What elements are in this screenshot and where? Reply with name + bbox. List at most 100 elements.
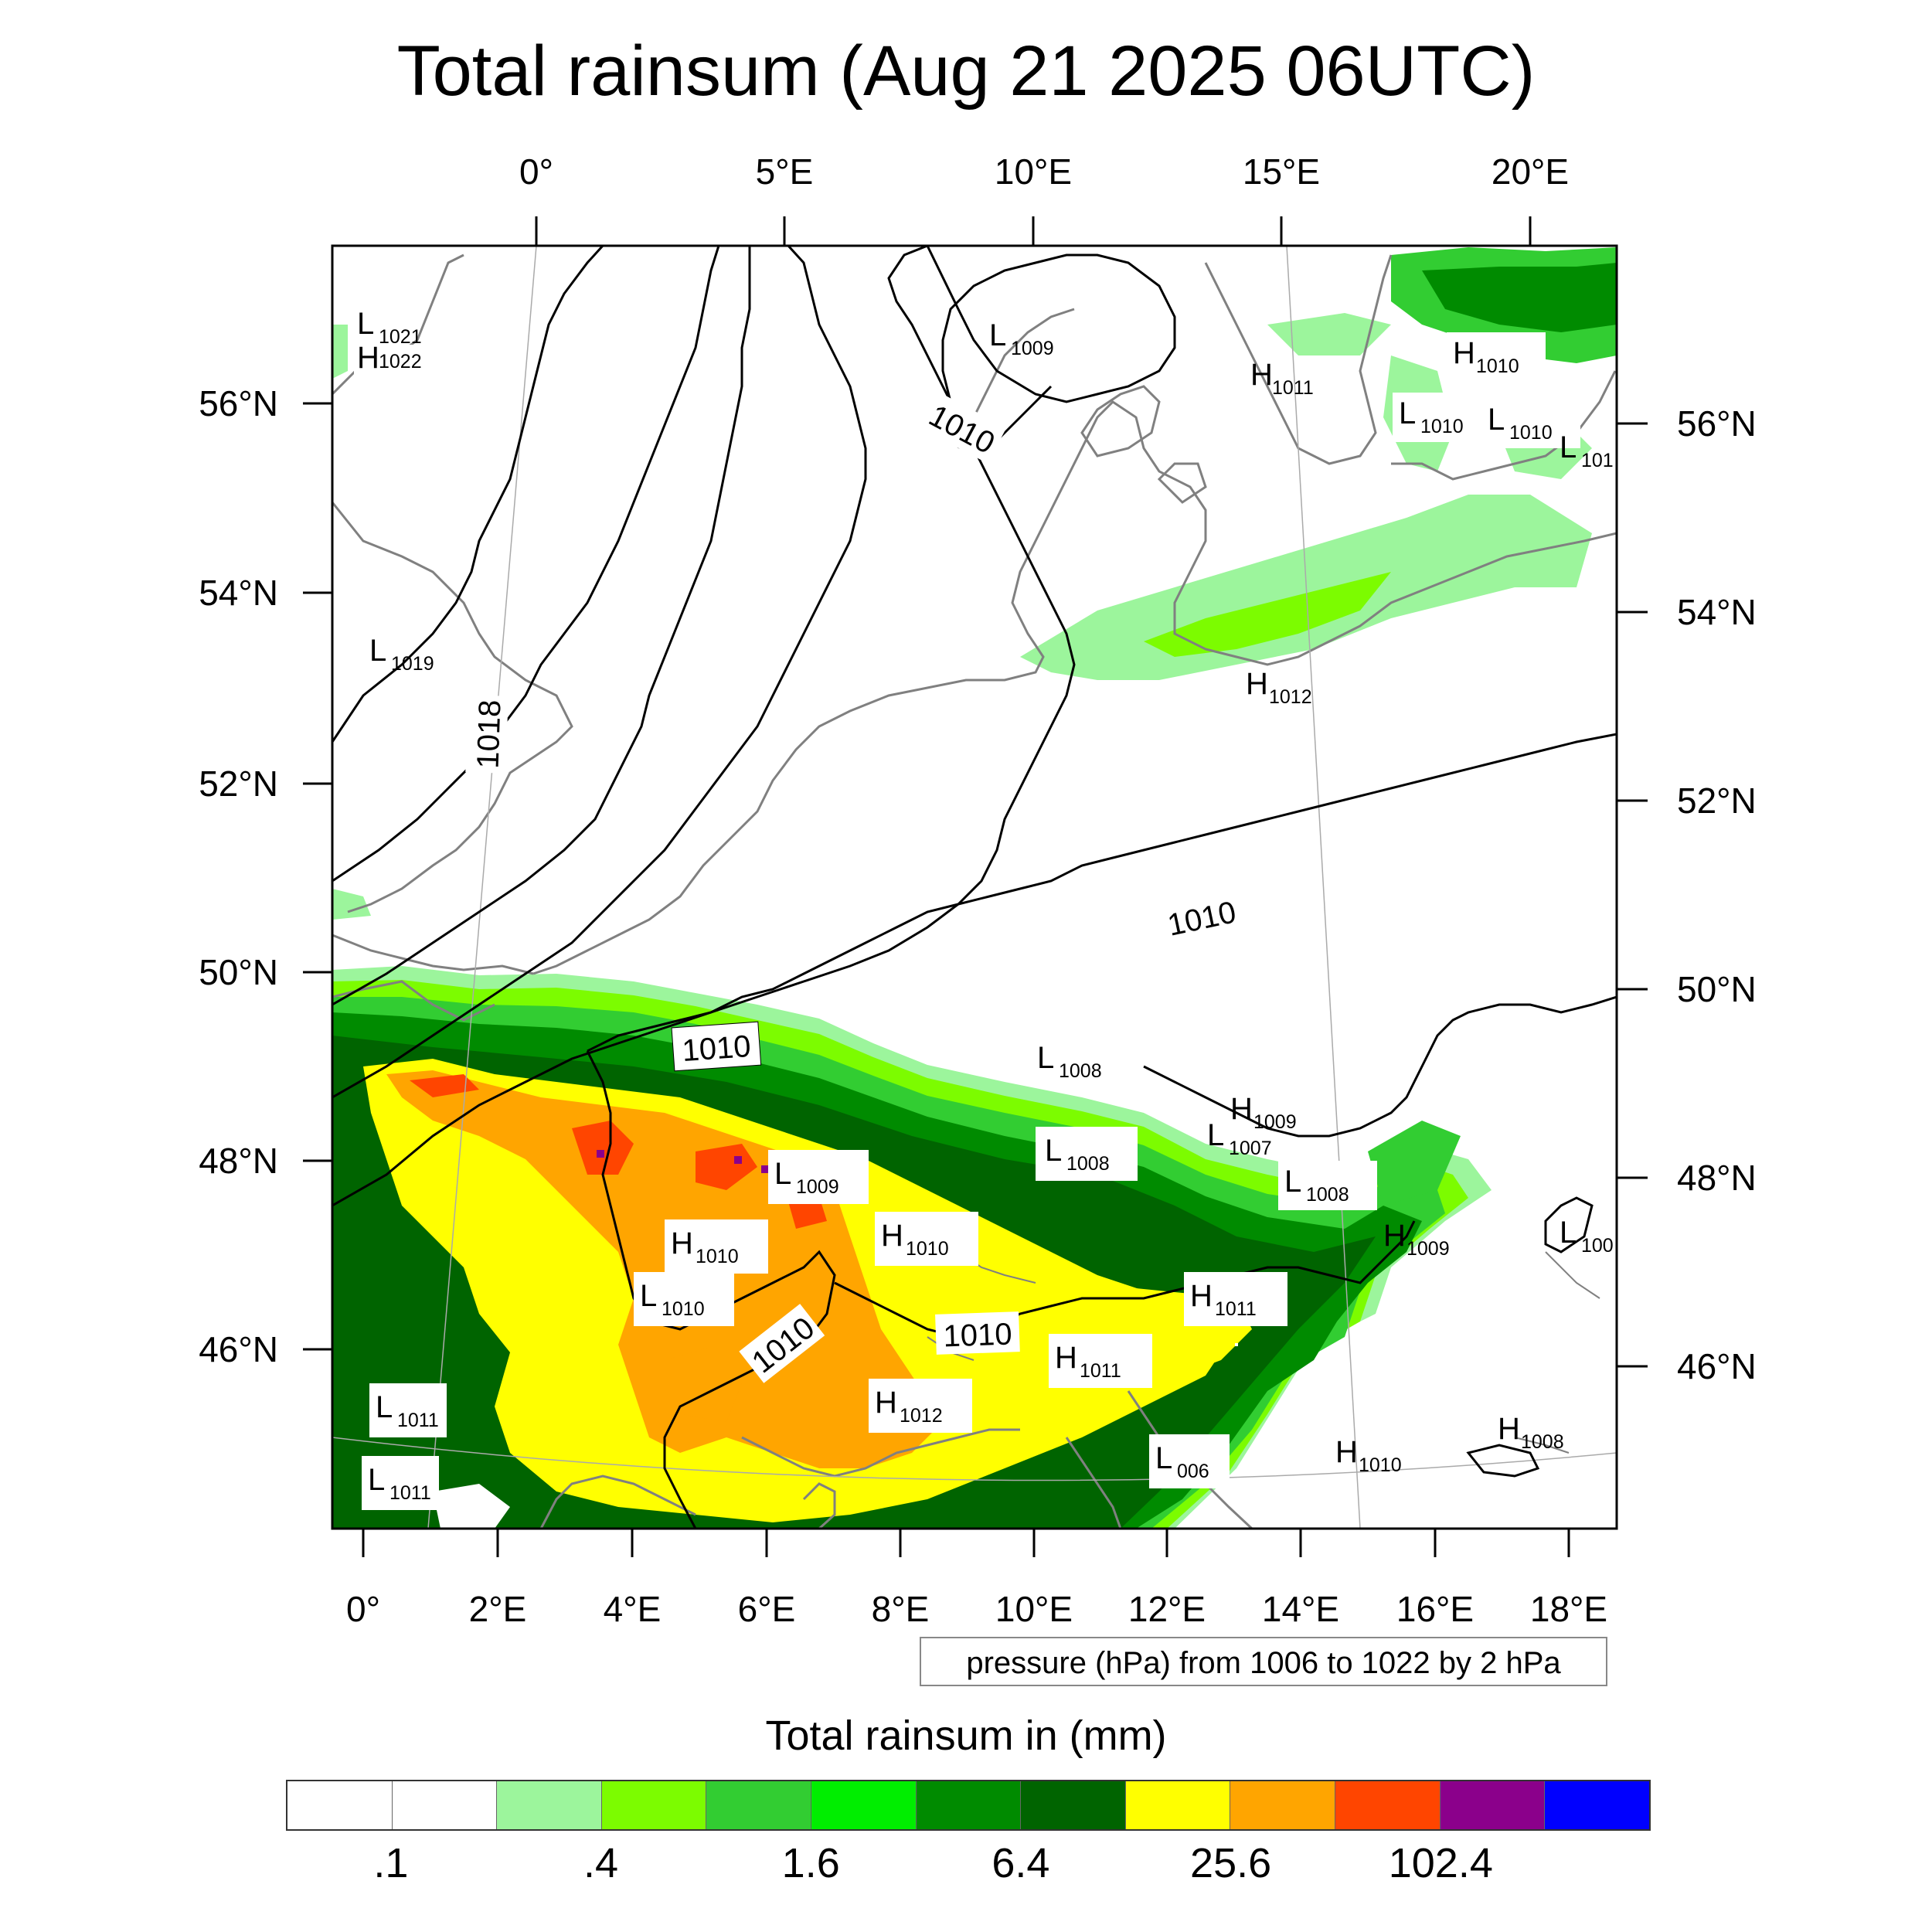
pressure-center: H 1008	[1498, 1412, 1564, 1453]
right-lat-label: 52°N	[1677, 781, 1757, 821]
pressure-center: L 1010	[634, 1272, 734, 1326]
rain-west-light	[332, 325, 348, 379]
bottom-axis-labels: 0° 2°E 4°E 6°E 8°E 10°E 12°E 14°E 16°E 1…	[346, 1589, 1607, 1629]
isobar-1008-se	[1544, 1196, 1594, 1253]
isobar-1010-south-west	[586, 1050, 836, 1529]
left-axis-ticks	[303, 402, 332, 1351]
svg-text:1011: 1011	[1272, 377, 1314, 399]
coastline-continent	[532, 400, 1617, 975]
left-lat-label: 52°N	[199, 764, 278, 804]
rain-west-edge	[332, 889, 371, 920]
colorbar-box	[916, 1781, 1022, 1829]
pressure-center: H 1010	[665, 1219, 768, 1274]
colorbar-label: 25.6	[1190, 1840, 1272, 1886]
map-frame	[331, 244, 1618, 1530]
svg-text:L: L	[1045, 1134, 1062, 1168]
pressure-center: H 1012	[869, 1379, 972, 1433]
pressure-center: H 1009	[1230, 1092, 1297, 1133]
right-lat-label: 54°N	[1677, 592, 1757, 632]
isobar-1018	[332, 246, 720, 883]
pressure-center: H 1010	[875, 1212, 978, 1266]
colorbar-box	[392, 1781, 498, 1829]
left-lat-label: 48°N	[199, 1141, 278, 1181]
pressure-centers: L 1021 H 1022 L 1019 L 1009 H 1011 H 101…	[354, 307, 1614, 1510]
svg-text:H: H	[1190, 1279, 1213, 1313]
svg-text:1011: 1011	[1080, 1360, 1121, 1382]
svg-text:1009: 1009	[1011, 338, 1054, 359]
svg-text:L: L	[357, 307, 374, 341]
pressure-contour-note: pressure (hPa) from 1006 to 1022 by 2 hP…	[920, 1637, 1607, 1686]
svg-text:1008: 1008	[1059, 1060, 1102, 1082]
svg-text:L: L	[1560, 430, 1577, 464]
svg-text:L: L	[376, 1390, 393, 1424]
isobar-1008-south	[1466, 1444, 1540, 1478]
colorbar-label: .4	[583, 1840, 619, 1886]
svg-text:100: 100	[1581, 1235, 1614, 1257]
top-lon-label: 20°E	[1492, 151, 1569, 192]
isobar-label: 1018	[471, 699, 507, 769]
bottom-lon-label: 2°E	[469, 1589, 527, 1629]
coastline-sweden	[1204, 254, 1393, 465]
svg-text:L: L	[369, 634, 386, 668]
svg-text:1011: 1011	[389, 1482, 431, 1504]
isobar-1016	[332, 246, 751, 1006]
pressure-center: H 1011	[1049, 1334, 1152, 1388]
pressure-center: L 1011	[369, 1383, 447, 1437]
rain-ne-light	[1267, 313, 1391, 355]
bottom-axis-ticks	[362, 1529, 1570, 1557]
svg-text:101: 101	[1581, 450, 1614, 471]
svg-text:1010: 1010	[1359, 1454, 1402, 1476]
pressure-center: L 1011	[362, 1456, 439, 1510]
pressure-center: H 1010	[1335, 1435, 1402, 1476]
svg-text:1010: 1010	[906, 1238, 949, 1260]
pressure-center: L 1008	[1037, 1041, 1102, 1082]
svg-text:1010: 1010	[696, 1246, 739, 1267]
svg-text:L: L	[1284, 1165, 1301, 1199]
right-lat-label: 56°N	[1677, 403, 1757, 444]
pressure-center: H 1011	[1184, 1272, 1287, 1326]
rain-orange-spot	[665, 1345, 742, 1422]
pressure-center: L 1021	[357, 307, 422, 348]
pressure-center: L 1009	[768, 1150, 869, 1204]
pressure-center: L 1007	[1207, 1118, 1272, 1159]
pressure-center: L 006	[1149, 1434, 1230, 1488]
svg-text:H: H	[1335, 1435, 1358, 1469]
svg-text:L: L	[774, 1157, 791, 1191]
colorbar-label: 102.4	[1388, 1840, 1493, 1886]
pressure-center: L 1008	[1036, 1127, 1138, 1181]
colorbar-box	[1440, 1781, 1546, 1829]
rain-red-spot	[572, 1121, 634, 1175]
isobar-1010-central	[587, 733, 1617, 1053]
bottom-lon-label: 16°E	[1396, 1589, 1474, 1629]
svg-text:1010: 1010	[1420, 416, 1464, 437]
coastline-mediterranean	[539, 1428, 1020, 1529]
bottom-lon-label: 10°E	[995, 1589, 1073, 1629]
svg-text:H: H	[1383, 1219, 1406, 1253]
top-lon-label: 15°E	[1243, 151, 1320, 192]
svg-text:1007: 1007	[1229, 1138, 1272, 1159]
pressure-center: L 101	[1560, 430, 1614, 471]
pressure-center: L 1010	[1481, 399, 1580, 448]
colorbar-box	[1021, 1781, 1126, 1829]
rain-ne-dark	[1422, 263, 1617, 332]
graticule	[332, 246, 1617, 1529]
rain-white-clear	[433, 1484, 510, 1529]
svg-text:1022: 1022	[379, 351, 422, 372]
colorbar-label: 6.4	[992, 1840, 1050, 1886]
colorbar-box	[1335, 1781, 1440, 1829]
svg-text:H: H	[1055, 1341, 1077, 1375]
svg-text:H: H	[1230, 1092, 1253, 1126]
svg-text:1010: 1010	[662, 1298, 705, 1320]
rain-purple-spot	[734, 1156, 742, 1164]
colorbar-box	[1545, 1781, 1649, 1829]
svg-text:1008: 1008	[1306, 1184, 1349, 1206]
right-lat-label: 46°N	[1677, 1346, 1757, 1386]
svg-text:1009: 1009	[1406, 1238, 1450, 1260]
svg-text:L: L	[1488, 403, 1505, 437]
svg-text:1009: 1009	[796, 1176, 839, 1198]
svg-text:1021: 1021	[379, 326, 422, 348]
coastline-baltic	[1391, 370, 1617, 481]
top-lon-label: 10°E	[995, 151, 1072, 192]
